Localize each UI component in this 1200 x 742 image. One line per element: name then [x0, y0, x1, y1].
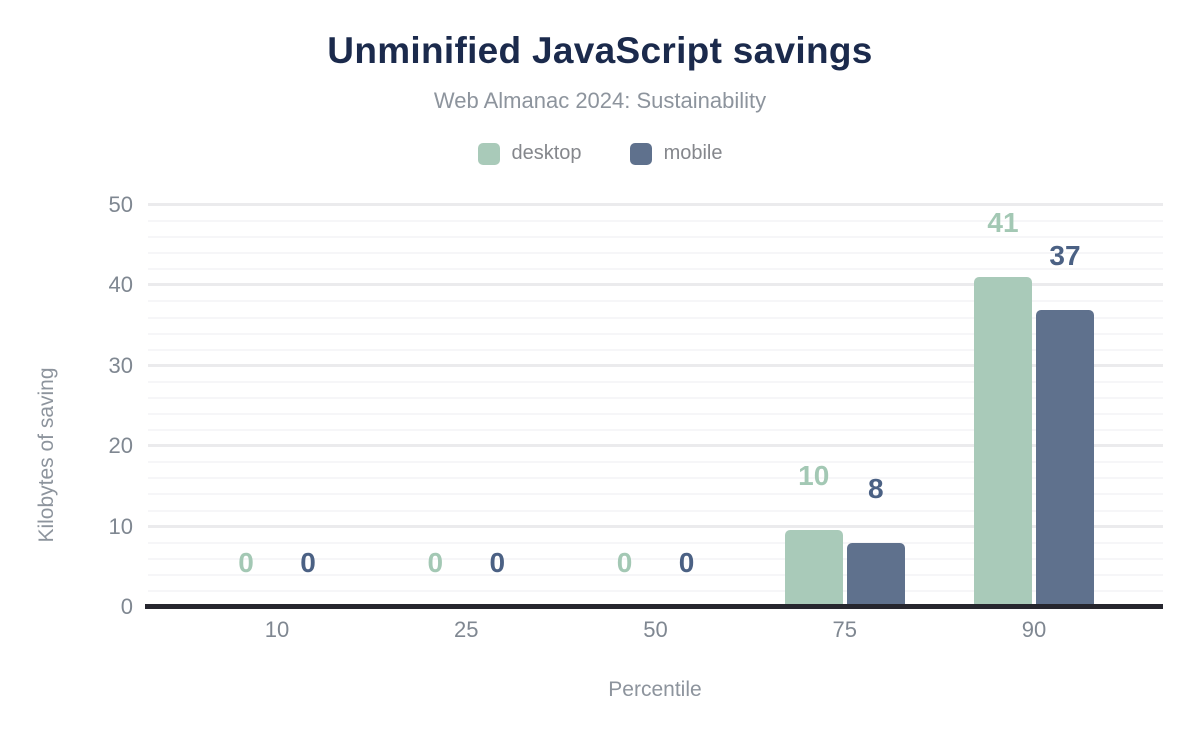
y-axis-title: Kilobytes of saving — [35, 367, 58, 543]
bar-value-label-desktop-p90: 41 — [987, 207, 1019, 238]
gridline — [148, 236, 1163, 239]
bar-value-label-mobile-p90: 37 — [1049, 240, 1081, 271]
bar-value-label-desktop-p10: 0 — [238, 547, 254, 578]
x-tick-label: 25 — [454, 617, 479, 642]
chart-subtitle: Web Almanac 2024: Sustainability — [433, 88, 767, 113]
gridline — [148, 396, 1163, 399]
y-tick-label: 30 — [108, 352, 133, 378]
gridline — [148, 268, 1163, 271]
gridline — [148, 332, 1163, 335]
bar-value-label-desktop-p75: 10 — [798, 460, 830, 491]
bar-value-label-mobile-p25: 0 — [489, 547, 506, 578]
gridline — [148, 477, 1163, 480]
y-tick-label: 0 — [120, 594, 133, 619]
bar-desktop-p90[interactable] — [974, 277, 1032, 607]
legend-swatch-desktop — [477, 142, 500, 165]
y-tick-label: 10 — [108, 513, 133, 539]
x-axis-title: Percentile — [608, 678, 702, 701]
x-tick-label: 75 — [832, 617, 857, 642]
gridline — [148, 573, 1163, 576]
bar-value-label-mobile-p75: 8 — [867, 473, 884, 504]
bar-mobile-p75[interactable] — [846, 543, 905, 607]
gridline — [148, 220, 1163, 223]
legend-label: desktop — [511, 142, 582, 164]
bar-mobile-p90[interactable] — [1036, 310, 1094, 607]
legend-label: mobile — [663, 142, 723, 164]
legend: desktop mobile — [0, 142, 1200, 165]
bar-value-label-desktop-p25: 0 — [427, 547, 444, 578]
y-tick-label: 40 — [108, 272, 133, 298]
gridline — [148, 541, 1163, 544]
plot-area: 0 0 0 10 41 0 0 0 8 37 — [148, 203, 1163, 607]
x-axis-baseline — [145, 604, 1163, 609]
bar-value-label-desktop-p50: 0 — [616, 547, 633, 578]
x-tick-label: 90 — [1021, 617, 1047, 642]
legend-item-desktop[interactable]: desktop — [477, 142, 582, 165]
y-tick-label: 20 — [108, 433, 133, 459]
gridline — [148, 444, 1163, 448]
gridline — [148, 524, 1163, 528]
gridline — [148, 348, 1163, 351]
y-tick-label: 50 — [108, 192, 133, 217]
gridline — [148, 493, 1163, 496]
gridline — [148, 300, 1163, 303]
bar-value-label-mobile-p10: 0 — [300, 547, 316, 578]
gridline — [148, 413, 1163, 416]
gridline — [148, 589, 1163, 592]
gridline — [148, 203, 1163, 207]
gridline — [148, 461, 1163, 464]
gridline — [148, 316, 1163, 319]
x-tick-label: 50 — [643, 617, 668, 642]
x-tick-label: 10 — [264, 617, 290, 642]
bar-desktop-p75[interactable] — [784, 530, 843, 607]
gridline — [148, 509, 1163, 512]
gridline — [148, 363, 1163, 367]
gridline — [148, 380, 1163, 383]
gridline — [148, 252, 1163, 255]
legend-item-mobile[interactable]: mobile — [629, 142, 723, 165]
bar-value-label-mobile-p50: 0 — [678, 547, 695, 578]
x-axis-ticks: 10 25 50 75 90 — [148, 617, 1163, 647]
gridline — [148, 429, 1163, 432]
gridline — [148, 283, 1163, 287]
y-axis-ticks: 0 10 20 30 40 50 — [0, 192, 133, 619]
chart-title: Unminified JavaScript savings — [327, 30, 873, 71]
legend-swatch-mobile — [629, 142, 652, 165]
gridline — [148, 557, 1163, 560]
